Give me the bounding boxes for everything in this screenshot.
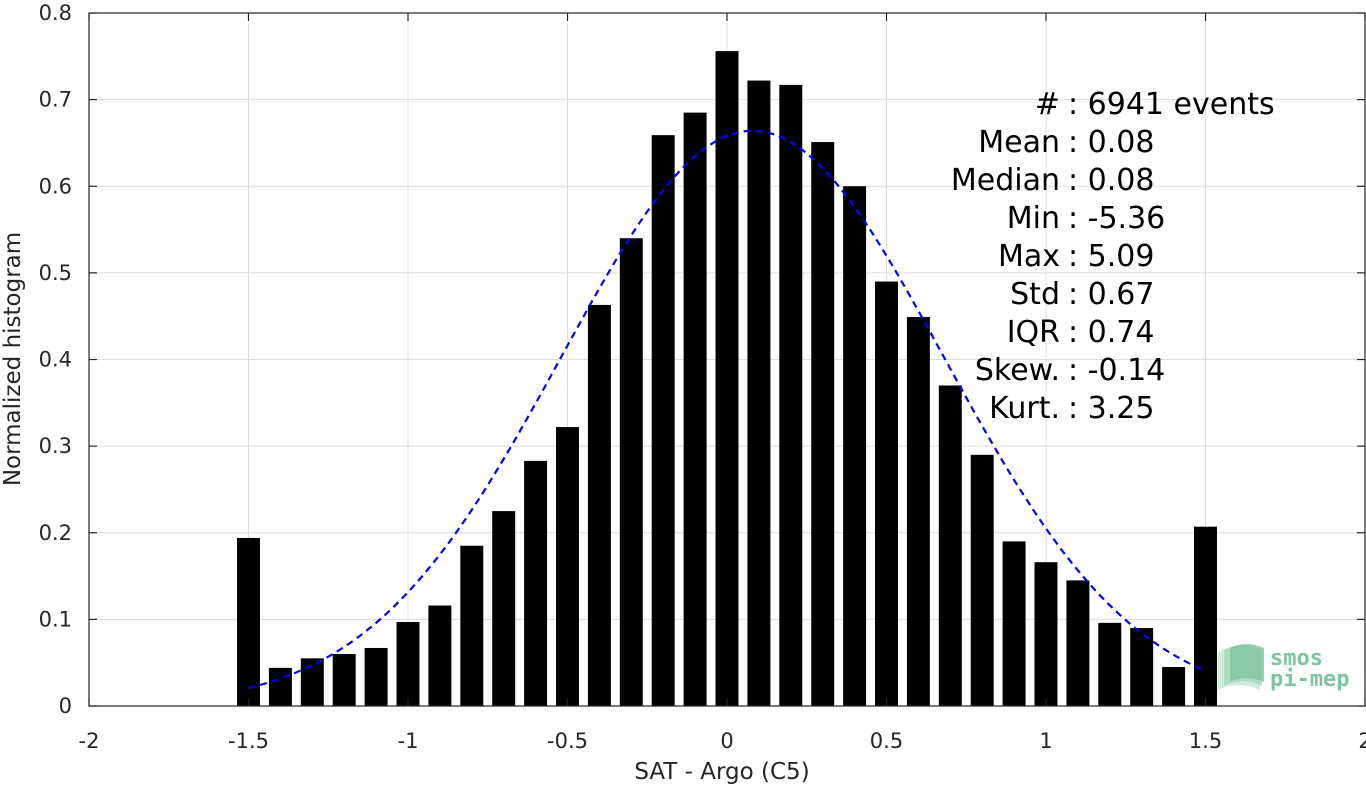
- stat-value: : 3.25: [1068, 391, 1154, 426]
- stat-value: : 0.74: [1068, 315, 1154, 350]
- histogram-bar: [651, 135, 675, 707]
- normal-fit-curve: [248, 129, 1206, 690]
- histogram-bar: [1162, 667, 1186, 706]
- logo-line-2: pi-mep: [1270, 667, 1349, 692]
- x-tick-label: 1.5: [1189, 729, 1222, 753]
- histogram-bar: [556, 427, 579, 706]
- histogram-bar: [587, 304, 611, 706]
- stat-value: : 5.09: [1068, 239, 1154, 274]
- histogram-bar: [332, 654, 356, 706]
- x-tick-label: -2: [79, 729, 100, 753]
- y-tick-label: 0.4: [39, 348, 72, 372]
- histogram-bar: [747, 80, 771, 706]
- y-tick-label: 0.2: [39, 521, 72, 545]
- stat-value: : 6941 events: [1068, 87, 1275, 122]
- stat-value: : -0.14: [1068, 353, 1165, 388]
- x-tick-label: 0.5: [870, 729, 903, 753]
- histogram-bar: [524, 460, 548, 706]
- histogram-bar: [1066, 580, 1090, 706]
- x-tick-label: -1.5: [228, 729, 269, 753]
- histogram-bar: [875, 281, 898, 706]
- histogram-bars: [237, 51, 1217, 707]
- stat-label: Max: [998, 239, 1060, 274]
- histogram-bar: [1098, 622, 1122, 706]
- y-tick-label: 0.3: [39, 434, 72, 458]
- histogram-bar: [1130, 628, 1154, 706]
- histogram-bar: [268, 667, 292, 706]
- histogram-bar: [1194, 526, 1217, 706]
- histogram-bar: [715, 51, 739, 707]
- stat-label: #: [1035, 87, 1060, 122]
- y-tick-labels: 0 0.1 0.2 0.3 0.4 0.5 0.6 0.7 0.8: [39, 1, 72, 718]
- histogram-bar: [1002, 541, 1026, 706]
- histogram-bar: [683, 112, 707, 706]
- x-axis-label: SAT - Argo (C5): [634, 759, 809, 785]
- x-tick-label: 1: [1039, 729, 1052, 753]
- x-tick-label: -1: [398, 729, 419, 753]
- stat-label: Kurt.: [989, 391, 1060, 426]
- stat-value: : 0.67: [1068, 277, 1154, 312]
- axis-ticks: [88, 12, 1366, 707]
- histogram-bar: [811, 142, 835, 707]
- histogram-bar: [364, 647, 388, 706]
- histogram-bar: [300, 658, 324, 706]
- x-tick-labels: -2 -1.5 -1 -0.5 0 0.5 1 1.5 2: [79, 729, 1366, 753]
- y-tick-label: 0.1: [39, 607, 72, 631]
- stat-label: Std: [1010, 277, 1060, 312]
- histogram-bar: [428, 605, 452, 706]
- x-tick-label: 2: [1358, 729, 1366, 753]
- histogram-bar: [779, 84, 803, 707]
- x-tick-label: 0: [720, 729, 733, 753]
- logo-line-1: smos: [1270, 646, 1323, 671]
- stat-label: Min: [1007, 201, 1060, 236]
- histogram-bar: [460, 545, 484, 706]
- logo-waves-icon: [1218, 644, 1264, 690]
- y-tick-label: 0: [59, 694, 72, 718]
- histogram-bar: [906, 317, 930, 706]
- stat-label: Skew.: [975, 353, 1060, 388]
- stat-value: : 0.08: [1068, 125, 1154, 160]
- stat-value: : -5.36: [1068, 201, 1165, 236]
- smos-pimep-logo: smos pi-mep: [1218, 644, 1349, 692]
- y-tick-label: 0.5: [39, 261, 72, 285]
- stat-label: IQR: [1007, 315, 1060, 350]
- y-tick-label: 0.6: [39, 174, 72, 198]
- stat-label: Mean: [978, 125, 1060, 160]
- histogram-bar: [396, 621, 420, 706]
- histogram-bar: [970, 454, 994, 706]
- histogram-bar: [237, 537, 260, 706]
- y-axis-label: Normalized histogram: [0, 232, 26, 486]
- histogram-bar: [843, 186, 867, 706]
- y-tick-label: 0.7: [39, 88, 72, 112]
- histogram-bar: [619, 238, 643, 706]
- histogram-bar: [938, 385, 962, 706]
- histogram-bar: [492, 511, 516, 706]
- stat-value: : 0.08: [1068, 163, 1154, 198]
- x-tick-label: -0.5: [547, 729, 588, 753]
- stat-label: Median: [951, 163, 1060, 198]
- y-tick-label: 0.8: [39, 1, 72, 25]
- histogram-bar: [1034, 562, 1058, 706]
